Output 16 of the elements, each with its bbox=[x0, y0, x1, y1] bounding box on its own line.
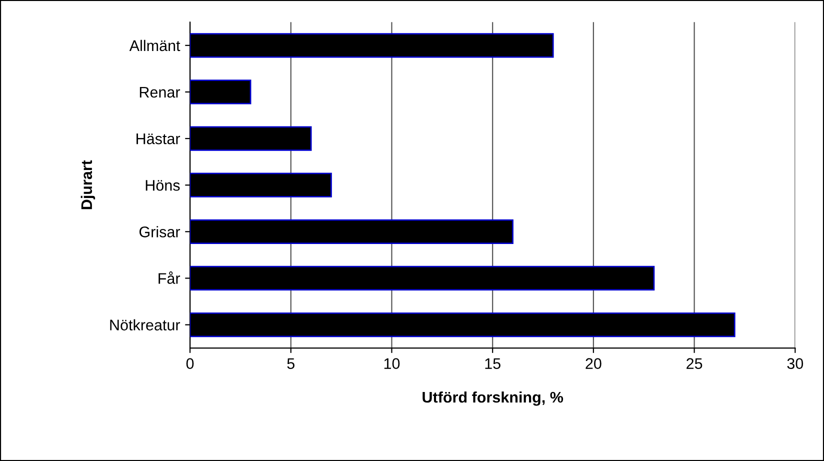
x-axis-title: Utförd forskning, % bbox=[422, 391, 564, 406]
x-tick-label: 5 bbox=[287, 358, 294, 369]
y-tick-label: Renar bbox=[140, 86, 180, 98]
x-tick-label: 10 bbox=[384, 358, 400, 369]
x-tick-label: 15 bbox=[485, 358, 500, 369]
y-tick-label: Hästar bbox=[136, 134, 180, 144]
y-tick-label: Höns bbox=[146, 180, 180, 191]
y-tick-label: Får bbox=[158, 271, 180, 284]
y-axis-title: Djurart bbox=[80, 160, 96, 210]
x-tick-label: 20 bbox=[586, 358, 602, 369]
x-tick-label: 0 bbox=[186, 358, 194, 369]
y-tick-label: Grisar bbox=[139, 226, 180, 238]
y-tick-label: Allmänt bbox=[129, 40, 180, 52]
x-tick-label: 30 bbox=[787, 358, 804, 369]
x-tick-label: 25 bbox=[686, 358, 702, 369]
y-tick-label: Nötkreatur bbox=[110, 319, 180, 330]
